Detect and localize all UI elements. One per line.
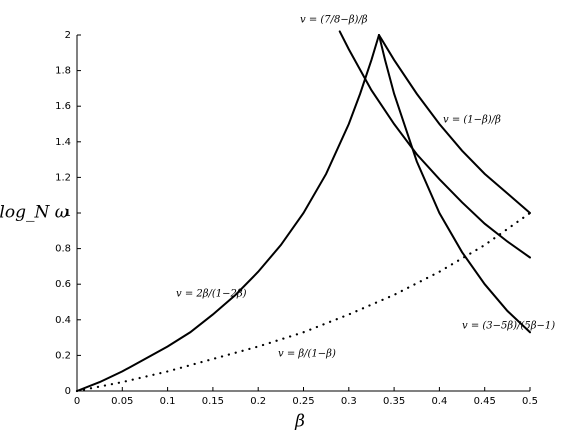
x-tick-label: 0 (74, 396, 80, 407)
x-tick-label: 0.1 (160, 396, 176, 407)
y-tick-label: 1 (65, 208, 71, 219)
y-tick-label: 1.4 (55, 137, 71, 148)
y-tick-label: 2 (65, 30, 71, 41)
y-tick-label: 0.6 (55, 279, 71, 290)
x-tick-label: 0.25 (292, 396, 314, 407)
y-tick-label: 0.2 (55, 350, 71, 361)
curve-annotation: v = (1−β)/β (443, 115, 501, 126)
curve (377, 34, 531, 334)
curve-annotation: v = β/(1−β) (278, 349, 336, 360)
y-tick-label: 0.4 (55, 315, 71, 326)
y-tick-label: 1.2 (55, 172, 71, 183)
x-tick-label: 0.05 (111, 396, 133, 407)
x-tick-label: 0.2 (250, 396, 266, 407)
curve (75, 211, 532, 393)
curve-annotation: v = (7/8−β)/β (300, 15, 368, 26)
curve-annotation: v = 2β/(1−2β) (176, 289, 247, 300)
curve (338, 30, 531, 259)
x-axis-label: β (294, 412, 305, 432)
y-tick-label: 1.6 (55, 101, 71, 112)
y-tick-label: 0.8 (55, 244, 71, 255)
y-tick-label: 1.8 (55, 66, 71, 77)
curve (377, 34, 531, 214)
x-tick-label: 0.3 (341, 396, 357, 407)
x-tick-label: 0.5 (522, 396, 538, 407)
y-tick-label: 0 (65, 386, 71, 397)
x-tick-label: 0.4 (431, 396, 447, 407)
x-tick-label: 0.15 (202, 396, 224, 407)
curve-annotation: v = (3−5β)/(5β−1) (462, 321, 555, 332)
curve (76, 34, 380, 392)
x-tick-label: 0.35 (383, 396, 405, 407)
x-tick-label: 0.45 (474, 396, 496, 407)
y-axis-label: log_N ω (0, 203, 69, 223)
